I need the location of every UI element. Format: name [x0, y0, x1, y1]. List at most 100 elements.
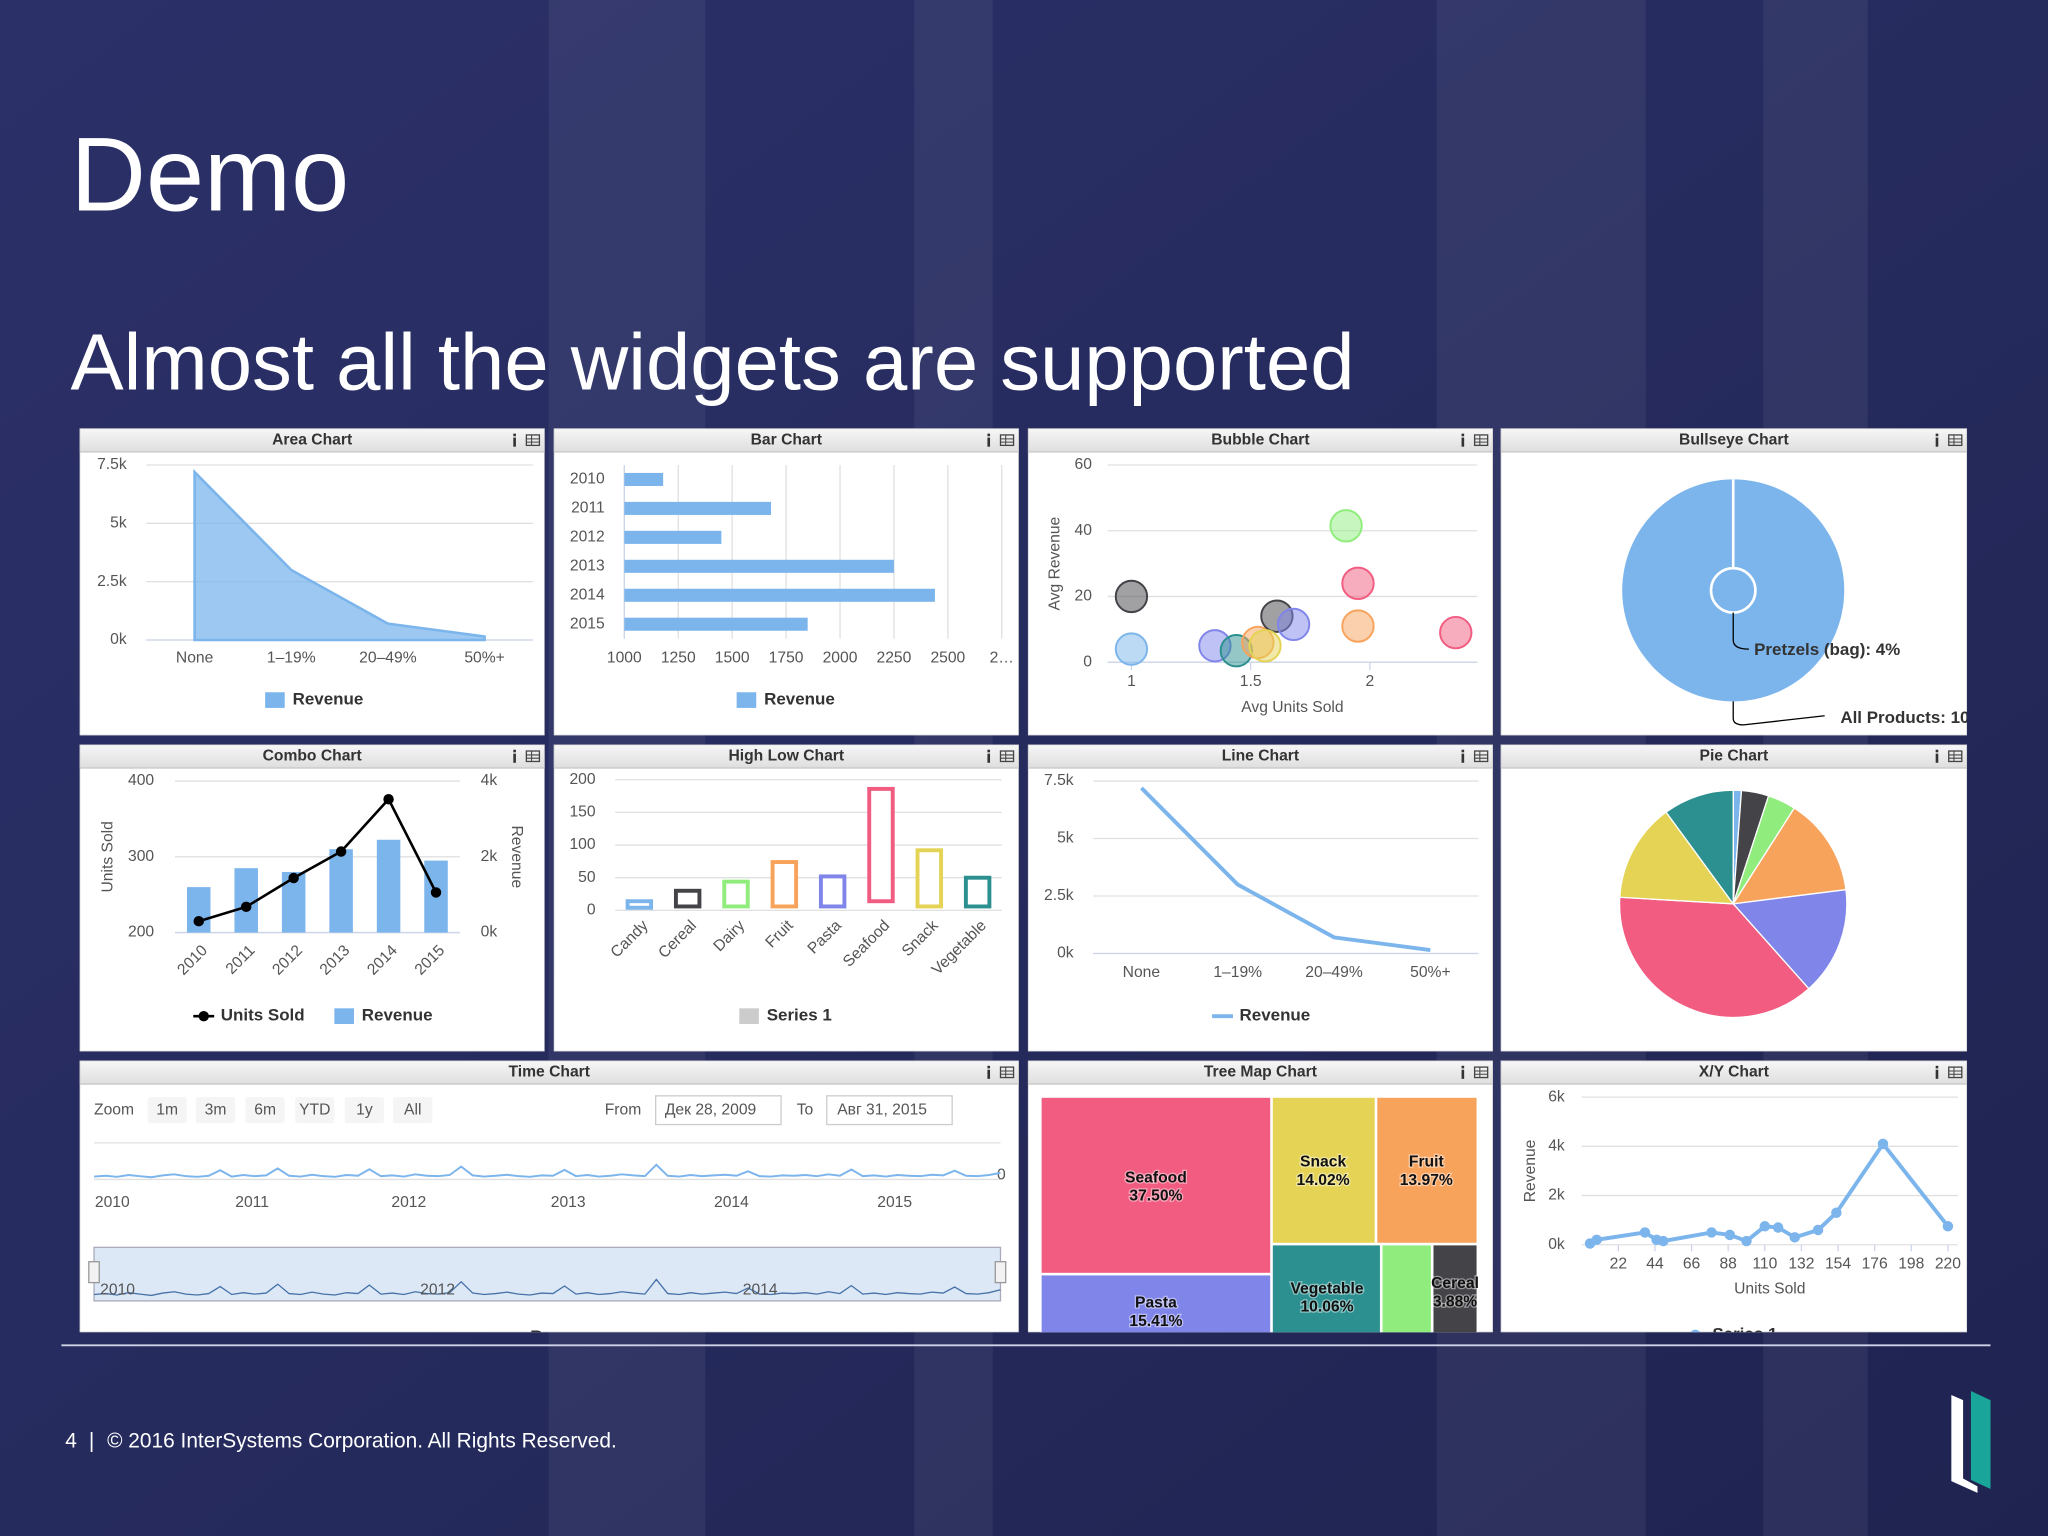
zoom-button[interactable]: [295, 1097, 335, 1124]
slide-title: Demo: [71, 116, 350, 233]
table-icon-frame: [1473, 434, 1489, 447]
point: [1759, 1221, 1771, 1232]
zoom-button[interactable]: [245, 1097, 285, 1124]
info-icon[interactable]: [1461, 433, 1465, 447]
info-icon[interactable]: [1935, 749, 1939, 763]
point: [288, 872, 299, 884]
legend-label: Revenue: [293, 690, 364, 709]
navigator-handle[interactable]: [994, 1261, 1007, 1284]
zoom-button[interactable]: [147, 1097, 187, 1124]
zoom-button-label[interactable]: 6m: [254, 1101, 276, 1118]
y-tick-label: 2k: [481, 848, 498, 865]
legend-label: Units Sold: [221, 1006, 305, 1025]
label-connector: [1732, 612, 1749, 650]
table-icon[interactable]: [1948, 434, 1963, 447]
point: [1812, 1224, 1824, 1236]
info-icon-dot: [1461, 1065, 1465, 1069]
logo: [1951, 1391, 1991, 1493]
bubble: [1248, 629, 1282, 663]
pie-slice: [1665, 789, 1734, 906]
zoom-button-label[interactable]: 3m: [205, 1101, 227, 1118]
x-tick-label: 50%+: [1410, 964, 1450, 981]
range-label: From: [605, 1101, 642, 1118]
high-low-box: [915, 848, 944, 909]
bar: [281, 871, 306, 933]
label-connector: [1732, 701, 1825, 726]
line: [198, 796, 438, 923]
y-tick-label: 150: [569, 804, 595, 821]
panel-header: [79, 744, 545, 769]
bullseye-ring: [1709, 566, 1757, 614]
x-tick-label: 66: [1683, 1255, 1701, 1272]
table-icon[interactable]: [1473, 434, 1489, 447]
x-tick-label: 1: [1127, 673, 1136, 690]
table-icon[interactable]: [999, 750, 1015, 763]
table-icon[interactable]: [1473, 750, 1489, 763]
dashboard: Area Chart 0k 2.5k 5k 7.5k None 1–19% 20–49% 50%…: [79, 428, 1968, 1343]
cell-label: Vegetable: [1290, 1280, 1363, 1297]
y-tick-label: 200: [569, 771, 595, 788]
bar: [624, 617, 808, 631]
info-icon[interactable]: [513, 749, 516, 763]
table-icon[interactable]: [999, 1066, 1015, 1079]
zoom-button-label[interactable]: 1m: [156, 1101, 178, 1118]
info-icon[interactable]: [987, 1065, 991, 1079]
table-icon[interactable]: [1948, 750, 1963, 763]
panel-header: [1500, 428, 1968, 453]
legend-label: Revenue: [764, 690, 835, 709]
bar: [624, 559, 894, 573]
table-icon[interactable]: [525, 750, 541, 763]
chart-panel: Bubble Chart 0 20 40 60 1 1.5 2 Avg Units Sold Av…: [1027, 428, 1493, 736]
zoom-button[interactable]: [195, 1097, 236, 1124]
table-icon-lines: [1948, 1067, 1962, 1078]
info-icon[interactable]: [987, 749, 991, 763]
panel-title: High Low Chart: [728, 747, 844, 764]
info-icon-dot: [987, 749, 991, 753]
cell-value: 13.97%: [1400, 1172, 1453, 1189]
point: [193, 915, 204, 927]
panel-header: [79, 1060, 1019, 1085]
high-low-box: [963, 875, 992, 909]
x-axis-title: Avg Units Sold: [1241, 699, 1343, 716]
panel-header: [1500, 744, 1968, 769]
info-icon[interactable]: [987, 433, 991, 447]
pie-slice: [1619, 811, 1735, 905]
zoom-button[interactable]: [393, 1097, 433, 1124]
panel-title: Bar Chart: [751, 431, 823, 448]
table-icon[interactable]: [525, 434, 541, 447]
info-icon[interactable]: [1935, 1065, 1939, 1079]
info-icon[interactable]: [1461, 1065, 1465, 1079]
x-tick-label: None: [1123, 964, 1161, 981]
info-icon-dot: [1935, 749, 1939, 753]
point: [1877, 1138, 1889, 1150]
table-icon[interactable]: [1473, 1066, 1489, 1079]
info-icon[interactable]: [1935, 433, 1939, 447]
date-input[interactable]: [655, 1095, 782, 1126]
zoom-button-label[interactable]: YTD: [299, 1101, 330, 1118]
table-icon-lines: [1948, 434, 1962, 446]
legend-label: Series 1: [1712, 1324, 1777, 1343]
zoom-button-label[interactable]: All: [404, 1101, 421, 1118]
panel-title: Pie Chart: [1700, 747, 1770, 764]
info-icon[interactable]: [513, 433, 516, 447]
date-input[interactable]: [826, 1095, 953, 1126]
y-tick-label: 4k: [481, 772, 498, 789]
x-tick-label: 20–49%: [1305, 964, 1363, 981]
cell-label: Snack: [1300, 1154, 1346, 1171]
info-icon-dot: [1935, 433, 1939, 437]
table-icon-frame: [1948, 750, 1963, 763]
panel-header: [553, 428, 1019, 453]
table-icon[interactable]: [999, 434, 1015, 447]
x-tick-label: 198: [1898, 1255, 1924, 1272]
line: [93, 1163, 1001, 1179]
date-input-value: Дек 28, 2009: [665, 1101, 756, 1118]
cell-value: 14.02%: [1297, 1172, 1350, 1189]
navigator-handle[interactable]: [88, 1261, 100, 1284]
zoom-button[interactable]: [344, 1097, 384, 1124]
x-tick-label: 2015: [877, 1194, 912, 1211]
info-icon[interactable]: [1461, 749, 1465, 763]
y-tick-label: 200: [128, 924, 154, 941]
table-icon[interactable]: [1948, 1066, 1963, 1079]
zoom-button-label[interactable]: 1y: [356, 1101, 373, 1118]
